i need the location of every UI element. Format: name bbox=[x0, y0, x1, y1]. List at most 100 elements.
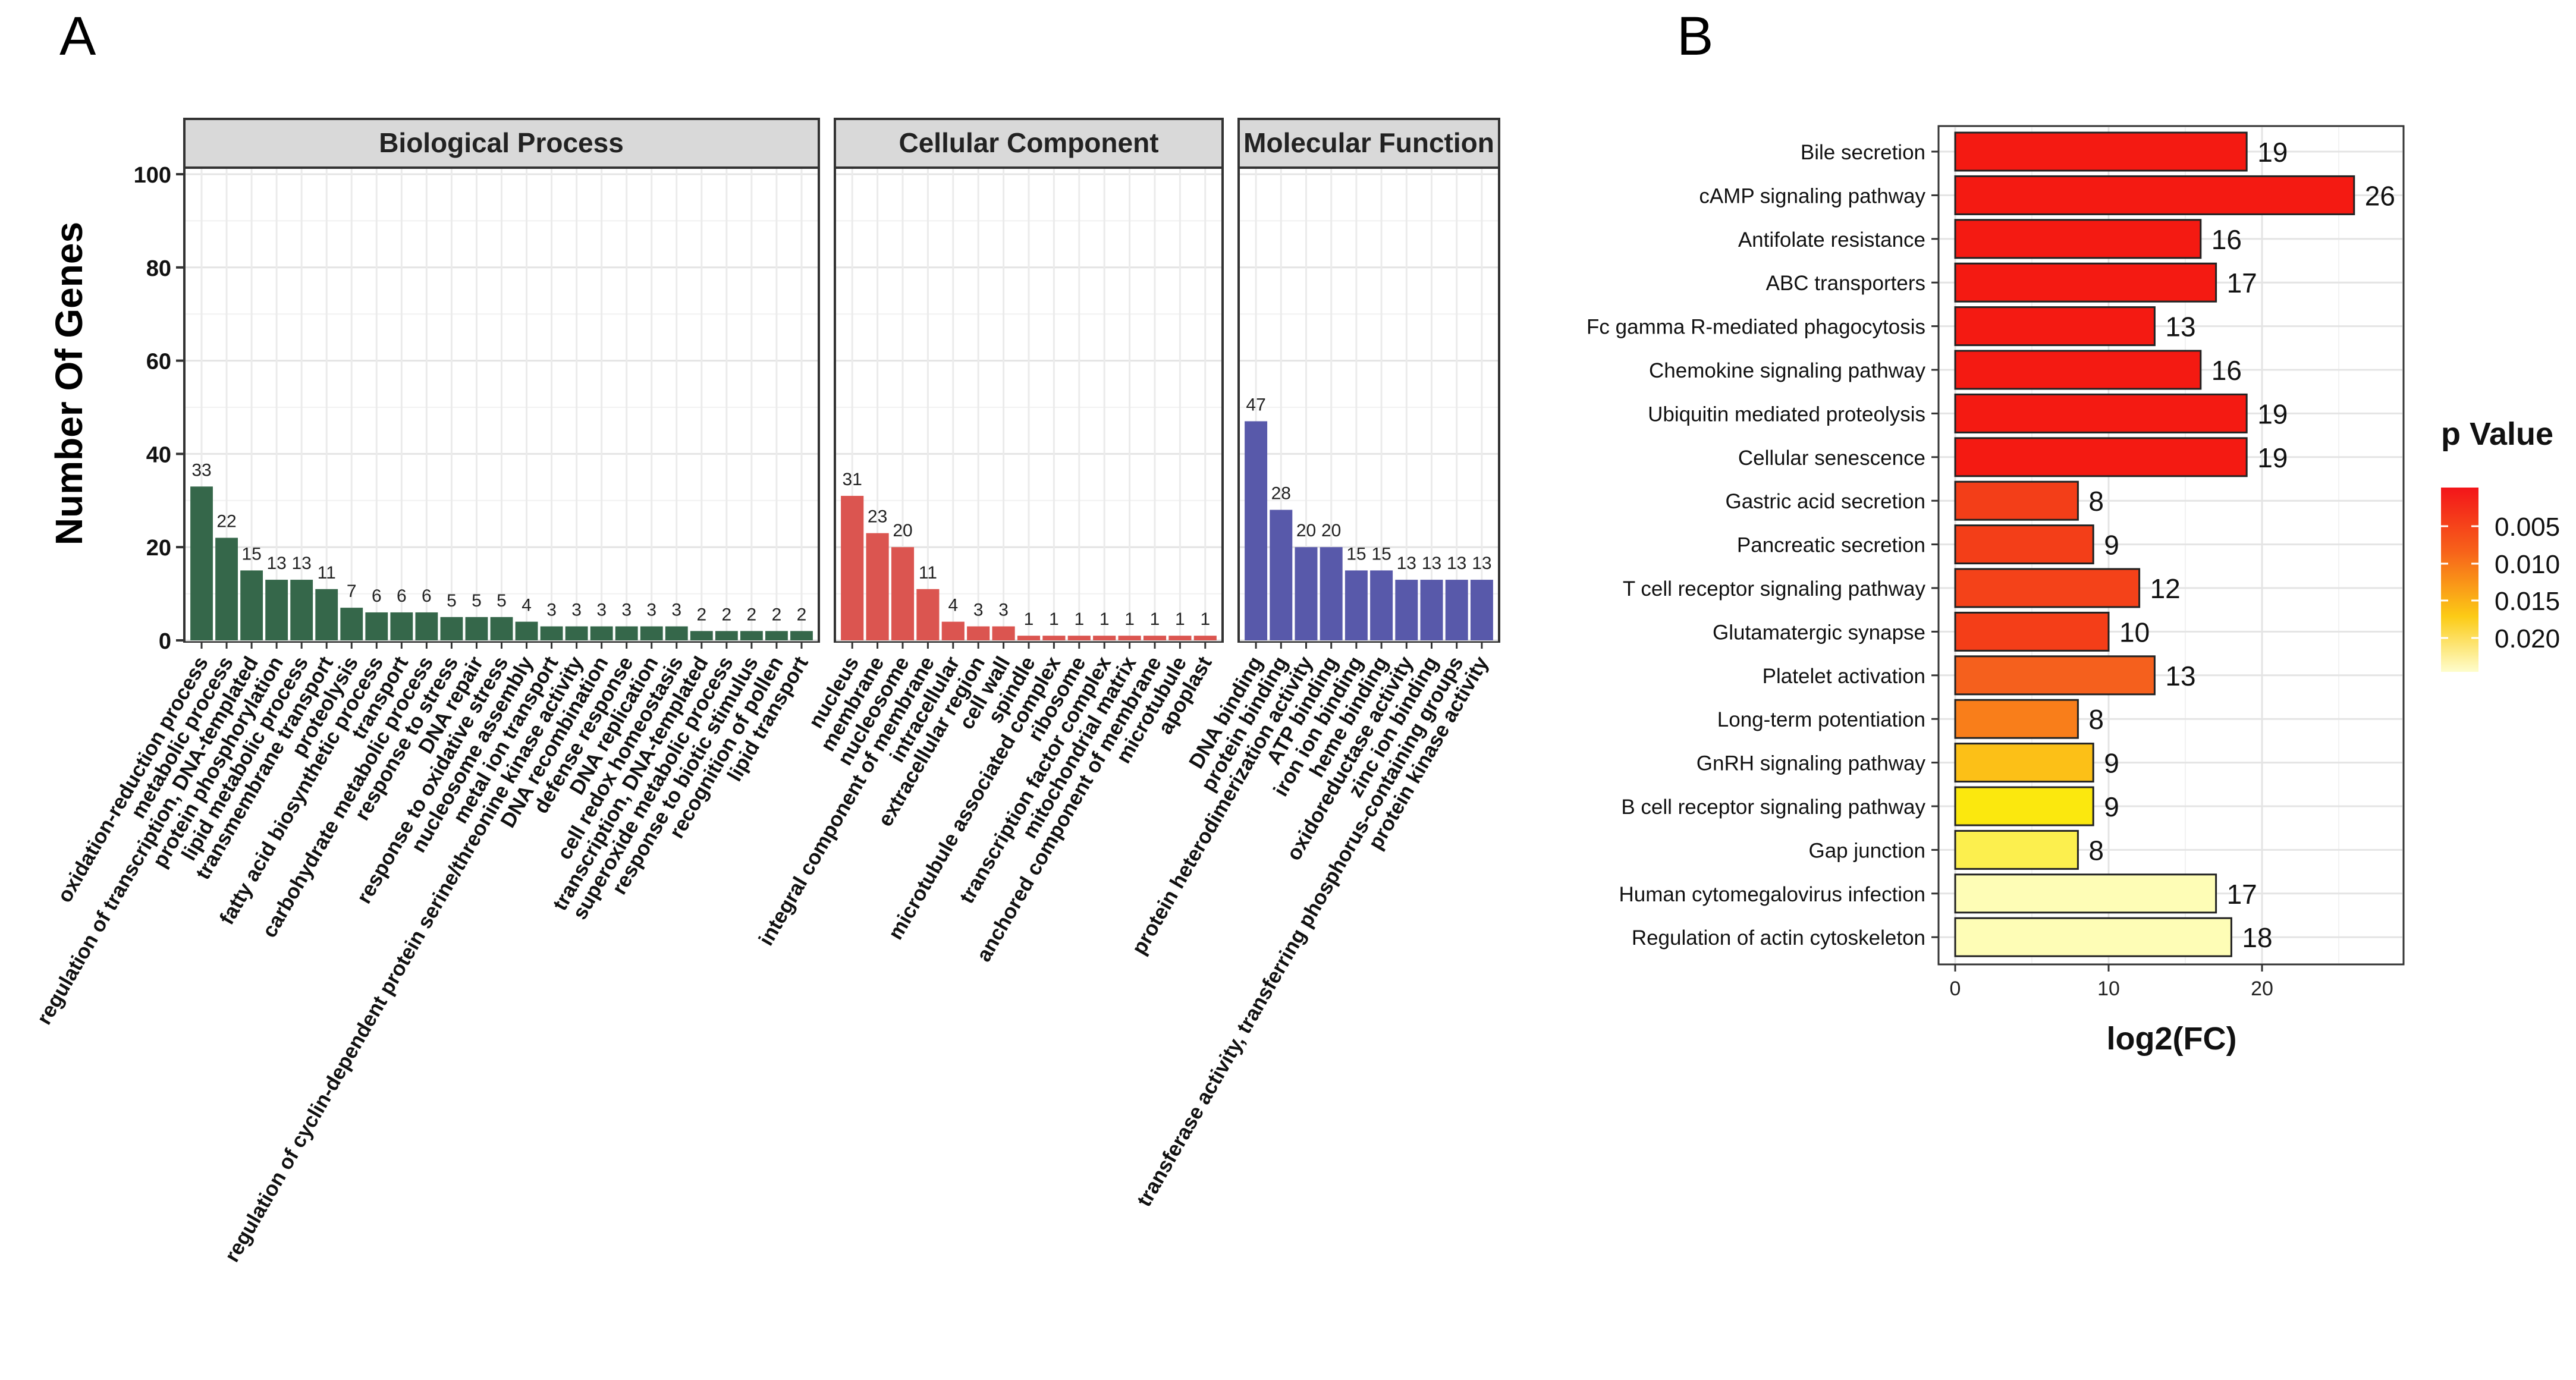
y-axis-title: Number Of Genes bbox=[48, 222, 90, 545]
bar bbox=[1954, 917, 2232, 957]
bar bbox=[1295, 547, 1318, 640]
panel-a-letter: A bbox=[59, 6, 96, 67]
y-tick-label: GnRH signaling pathway bbox=[1697, 752, 1926, 775]
x-tick-label: 10 bbox=[2097, 977, 2120, 1000]
legend-colorbar bbox=[2441, 488, 2478, 672]
bar-value-label: 6 bbox=[397, 586, 407, 606]
bar bbox=[841, 495, 864, 640]
bar-value-label: 20 bbox=[1321, 521, 1341, 540]
y-tick-label: Long-term potentiation bbox=[1717, 708, 1925, 731]
bar bbox=[365, 612, 388, 640]
y-tick-label: Pancreatic secretion bbox=[1737, 534, 1925, 557]
bar-value-label: 7 bbox=[347, 581, 357, 601]
bar-value-label: 33 bbox=[191, 460, 211, 480]
bar-value-label: 1 bbox=[1024, 609, 1034, 629]
bar-value-label: 19 bbox=[2257, 442, 2288, 473]
bar bbox=[265, 580, 288, 640]
bar-value-label: 26 bbox=[2365, 180, 2395, 211]
panel-a-go-chart: Number Of Genes 0 20 40 60 80 100 Biological … bbox=[32, 118, 1500, 1266]
bar-value-label: 13 bbox=[1447, 554, 1466, 573]
bar bbox=[1954, 131, 2248, 172]
bar bbox=[1118, 636, 1141, 640]
bar-value-label: 16 bbox=[2211, 224, 2242, 255]
bar-value-label: 6 bbox=[422, 586, 432, 606]
y-tick-label: 20 bbox=[146, 536, 171, 561]
bar bbox=[1143, 636, 1167, 640]
bar-value-label: 13 bbox=[1472, 554, 1491, 573]
bar-value-label: 31 bbox=[843, 470, 862, 489]
y-tick-label: Glutamatergic synapse bbox=[1713, 621, 1925, 644]
bar-value-label: 1 bbox=[1099, 609, 1110, 629]
bar-value-label: 4 bbox=[948, 596, 958, 615]
bar-value-label: 16 bbox=[2211, 355, 2242, 386]
bar bbox=[790, 631, 813, 640]
bar-value-label: 3 bbox=[596, 600, 607, 620]
legend-tick-label: 0.020 bbox=[2495, 624, 2560, 653]
bar bbox=[1954, 873, 2217, 914]
bar-value-label: 20 bbox=[1296, 521, 1316, 540]
bar-value-label: 19 bbox=[2257, 398, 2288, 429]
bar-value-label: 19 bbox=[2257, 137, 2288, 168]
bar bbox=[1093, 636, 1116, 640]
y-tick-label: Fc gamma R-mediated phagocytosis bbox=[1587, 316, 1925, 339]
legend-ticks: 0.005 0.010 0.015 0.020 bbox=[2441, 513, 2560, 653]
bar bbox=[1470, 580, 1493, 640]
x-axis-ticks: 0 10 20 bbox=[1950, 964, 2273, 1000]
bar bbox=[1954, 262, 2217, 303]
y-axis-ticks: 0 20 40 60 80 100 bbox=[134, 163, 184, 654]
bar bbox=[1954, 699, 2079, 739]
bar bbox=[315, 589, 338, 640]
bar-value-label: 23 bbox=[868, 507, 887, 527]
bar bbox=[1954, 743, 2094, 783]
bar-value-label: 13 bbox=[266, 554, 286, 573]
bar bbox=[1420, 580, 1443, 640]
bar-value-label: 13 bbox=[291, 554, 311, 573]
bar-value-label: 1 bbox=[1049, 609, 1059, 629]
bar-value-label: 8 bbox=[2088, 835, 2104, 866]
bar bbox=[1320, 547, 1343, 640]
bar bbox=[540, 626, 563, 640]
bar bbox=[1168, 636, 1192, 640]
bar-value-label: 2 bbox=[722, 605, 732, 624]
bar-value-label: 13 bbox=[1397, 554, 1416, 573]
y-axis: Number Of Genes 0 20 40 60 80 100 bbox=[48, 163, 184, 654]
legend: p Value 0.005 0.010 0.015 0.020 bbox=[2441, 416, 2560, 672]
bar-value-label: 3 bbox=[546, 600, 557, 620]
bar bbox=[1017, 636, 1041, 640]
y-tick-label: Antifolate resistance bbox=[1738, 228, 1925, 252]
y-tick-label: Bile secretion bbox=[1801, 141, 1925, 164]
x-tick-label: 0 bbox=[1950, 977, 1961, 1000]
bar bbox=[640, 626, 663, 640]
bar bbox=[590, 626, 613, 640]
bar bbox=[1042, 636, 1066, 640]
bar bbox=[1370, 570, 1393, 640]
y-tick-label: 40 bbox=[146, 442, 171, 467]
bar-value-label: 15 bbox=[1371, 544, 1391, 564]
facet-strip bbox=[834, 118, 1224, 169]
bar bbox=[866, 533, 889, 640]
y-tick-label: Ubiquitin mediated proteolysis bbox=[1648, 403, 1925, 426]
y-tick-label: Gastric acid secretion bbox=[1725, 490, 1925, 513]
bar-value-label: 1 bbox=[1074, 609, 1084, 629]
bar-value-label: 1 bbox=[1175, 609, 1185, 629]
bar bbox=[515, 621, 538, 640]
bar-value-label: 17 bbox=[2227, 879, 2257, 910]
bar-value-label: 8 bbox=[2088, 704, 2104, 735]
bar bbox=[1344, 570, 1368, 640]
y-tick-label: Chemokine signaling pathway bbox=[1649, 359, 1925, 382]
x-axis-title: log2(FC) bbox=[2107, 1021, 2237, 1057]
bar-value-label: 3 bbox=[646, 600, 656, 620]
y-tick-label: Platelet activation bbox=[1763, 665, 1925, 688]
y-tick-label: Regulation of actin cytoskeleton bbox=[1632, 926, 1925, 950]
bar bbox=[1954, 480, 2079, 521]
bar bbox=[240, 570, 263, 640]
bar-value-label: 9 bbox=[2104, 530, 2119, 561]
bar-value-label: 22 bbox=[216, 512, 236, 532]
y-tick-label: T cell receptor signaling pathway bbox=[1623, 577, 1926, 601]
panel-b-letter: B bbox=[1677, 6, 1713, 67]
bar-value-label: 15 bbox=[1346, 544, 1366, 564]
bar bbox=[1954, 393, 2248, 433]
